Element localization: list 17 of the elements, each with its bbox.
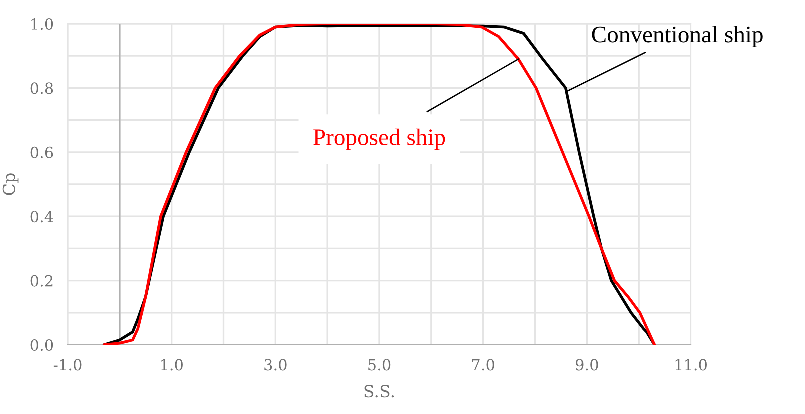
x-tick-label: 9.0 — [576, 359, 598, 371]
y-tick-label: 0.0 — [30, 339, 54, 352]
annotation: Conventional ship — [592, 26, 763, 48]
x-tick-label: 3.0 — [264, 359, 287, 371]
y-axis-title: Cp — [2, 174, 19, 196]
y-tick-label: 1.0 — [32, 18, 54, 30]
x-tick-label: 5.0 — [368, 359, 391, 371]
y-tick-label: 0.8 — [30, 82, 54, 94]
x-tick-label: 1.0 — [162, 359, 183, 371]
y-tick-label: 0.6 — [30, 146, 54, 158]
x-tick-label: -1.0 — [54, 359, 82, 371]
x-tick-label: 7.0 — [472, 359, 494, 371]
x-axis-title: S.S. — [364, 385, 394, 398]
x-tick-label: 11.0 — [676, 359, 707, 371]
annotation: Proposed ship — [314, 128, 446, 150]
y-tick-label: 0.2 — [30, 275, 53, 287]
y-tick-label: 0.4 — [30, 211, 54, 223]
